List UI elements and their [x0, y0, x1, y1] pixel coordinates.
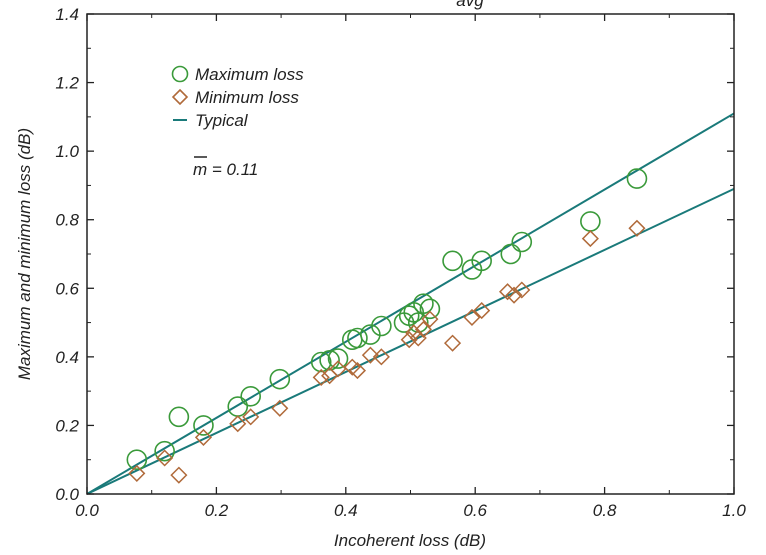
y-tick-label: 1.4: [55, 5, 79, 24]
max-loss-point: [327, 348, 349, 369]
max-points: [126, 168, 648, 471]
max-loss-point: [413, 293, 434, 315]
min-loss-point: [443, 334, 462, 352]
min-loss-point: [463, 308, 481, 326]
min-loss-point: [361, 346, 379, 364]
x-tick-label: 0.0: [75, 501, 99, 520]
max-loss-point: [419, 298, 441, 320]
y-tick-label: 0.0: [55, 485, 79, 504]
max-loss-point: [626, 168, 648, 189]
max-loss-point: [269, 368, 291, 390]
max-loss-point: [347, 327, 368, 349]
min-loss-point: [628, 219, 646, 237]
min-loss-point: [414, 320, 433, 338]
max-loss-point: [154, 440, 175, 462]
y-tick-label: 0.8: [55, 211, 79, 230]
legend-min-label: Minimum loss: [195, 88, 299, 107]
y-tick-label: 1.2: [55, 74, 79, 93]
min-loss-point: [372, 348, 390, 366]
legend-max-marker: [171, 65, 189, 83]
min-loss-point: [343, 358, 361, 376]
min-loss-point: [400, 331, 418, 349]
min-loss-point: [312, 368, 330, 386]
annotation-text: m = 0.11: [193, 160, 258, 179]
legend-min-marker: [171, 88, 189, 106]
y-tick-label: 0.6: [55, 279, 79, 298]
min-loss-point: [170, 466, 188, 484]
x-axis: 0.0 0.2 0.4 0.6 0.8 1.0: [75, 14, 746, 520]
min-points: [128, 219, 646, 484]
min-loss-point: [271, 399, 289, 417]
y-tick-label: 0.2: [55, 416, 79, 435]
min-loss-point: [421, 310, 439, 328]
y-axis: 0.0 0.2 0.4 0.6 0.8 1.0 1.2 1.4: [55, 5, 734, 504]
min-loss-point: [348, 362, 367, 380]
min-loss-point: [581, 230, 599, 248]
min-loss-point: [329, 360, 347, 378]
x-tick-label: 0.6: [463, 501, 487, 520]
y-tick-label: 1.0: [55, 142, 79, 161]
max-loss-point: [511, 231, 533, 253]
legend-typical-label: Typical: [195, 111, 249, 130]
min-loss-point: [156, 449, 174, 467]
max-loss-point: [168, 406, 190, 428]
y-axis-title: Maximum and minimum loss (dB): [15, 128, 34, 380]
min-loss-point: [473, 302, 491, 320]
top-text: avg: [456, 0, 484, 10]
min-loss-point: [194, 428, 213, 446]
max-loss-point: [371, 315, 392, 337]
min-loss-point: [242, 408, 260, 426]
plot-frame: [86, 13, 735, 495]
legend: Maximum loss Minimum loss Typical: [171, 65, 304, 130]
min-loss-point: [505, 286, 523, 304]
min-loss-point: [513, 281, 531, 299]
x-axis-title: Incoherent loss (dB): [334, 531, 486, 550]
x-tick-label: 0.4: [334, 501, 358, 520]
max-loss-point: [580, 211, 601, 232]
x-tick-label: 0.2: [205, 501, 229, 520]
min-loss-point: [128, 464, 146, 482]
max-loss-point: [500, 243, 522, 265]
max-loss-point: [471, 250, 492, 272]
max-loss-point: [126, 449, 148, 471]
max-loss-point: [442, 250, 463, 272]
max-loss-point: [227, 396, 249, 417]
max-loss-point: [319, 349, 340, 371]
x-tick-label: 0.8: [593, 501, 617, 520]
min-loss-point: [409, 329, 427, 347]
max-loss-point: [310, 351, 332, 373]
y-tick-label: 0.4: [55, 348, 79, 367]
legend-max-label: Maximum loss: [195, 65, 304, 84]
max-loss-point: [360, 324, 381, 345]
max-loss-point: [240, 385, 261, 407]
max-loss-point: [193, 415, 214, 436]
typical-line-lower: [86, 187, 735, 495]
annotation: m = 0.11: [193, 156, 258, 179]
x-tick-label: 1.0: [722, 501, 746, 520]
min-loss-point: [229, 415, 247, 433]
